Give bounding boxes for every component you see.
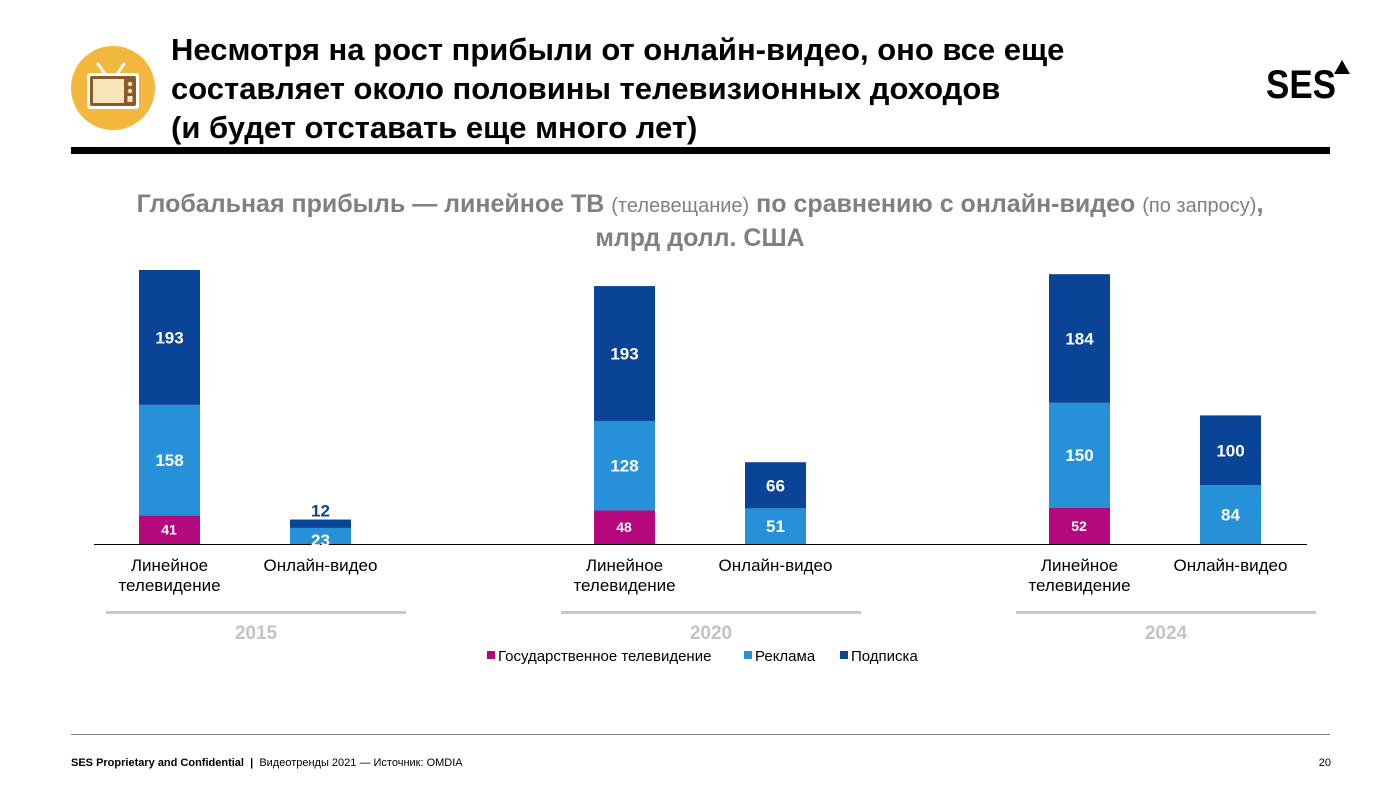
bar-2024-online-subscription — [1200, 415, 1261, 486]
legend-swatch-advertising — [744, 651, 752, 659]
chart-title-part2: по сравнению с онлайн-видео — [749, 190, 1143, 218]
chart-title-unit: млрд долл. США — [595, 224, 805, 252]
chart-title-part3: , — [1256, 190, 1264, 218]
footer: SES Proprietary and Confidential | Видео… — [71, 757, 463, 769]
legend-label-public_tv: Государственное телевидение — [498, 648, 711, 665]
ses-logo: SES — [1266, 60, 1350, 100]
bar-2024-linear-advertising — [1049, 402, 1110, 508]
bar-2020-linear-public_tv — [594, 510, 655, 544]
legend-label-advertising: Реклама — [755, 648, 816, 665]
bar-2020-linear-advertising — [594, 420, 655, 511]
data-label-2015-linear-advertising: 158 — [155, 451, 183, 470]
group-bar-2015 — [106, 611, 406, 614]
bar-2024-linear-public_tv — [1049, 507, 1110, 544]
category-label-2020-0-line2: телевидение — [573, 576, 675, 595]
bar-2024-linear-subscription — [1049, 274, 1110, 403]
data-label-2024-linear-subscription: 184 — [1065, 330, 1094, 349]
group-bar-2020 — [561, 611, 861, 614]
bar-2015-online-subscription — [290, 519, 351, 528]
category-label-2020-0-line1: Линейное — [586, 556, 663, 575]
header-rule — [71, 147, 1330, 154]
title-line-2: составляет около половины телевизионных … — [171, 71, 1001, 106]
title-line-1: Несмотря на рост прибыли от онлайн-видео… — [171, 32, 1065, 67]
data-label-2024-online-subscription: 100 — [1216, 441, 1244, 460]
category-label-2015-1: Онлайн-видео — [264, 556, 378, 575]
category-label-2015-0-line1: Линейное — [131, 556, 208, 575]
chart-title-part1: Глобальная прибыль — линейное ТВ — [136, 190, 612, 218]
data-label-2020-online-subscription: 66 — [766, 476, 785, 495]
bar-2015-linear-subscription — [139, 270, 200, 405]
group-label-2020: 2020 — [690, 623, 732, 644]
bar-2024-online-advertising — [1200, 485, 1261, 544]
chart-title-note2: (по запросу) — [1142, 195, 1257, 217]
bar-2015-online-advertising — [290, 527, 351, 544]
tv-icon — [71, 46, 155, 130]
bar-2015-linear-advertising — [139, 404, 200, 516]
category-label-2024-0-line2: телевидение — [1028, 576, 1130, 595]
bar-2020-online-subscription — [745, 462, 806, 509]
data-label-2020-linear-public_tv: 48 — [616, 519, 632, 535]
legend-swatch-public_tv — [487, 651, 495, 659]
group-label-2024: 2024 — [1145, 623, 1188, 644]
data-label-2024-online-advertising: 84 — [1221, 506, 1240, 525]
title-line-3: (и будет отставать еще много лет) — [171, 110, 698, 145]
data-label-2024-linear-advertising: 150 — [1065, 446, 1093, 465]
bar-2015-linear-public_tv — [139, 515, 200, 544]
logo-text: SES — [1266, 63, 1336, 100]
bar-2020-online-advertising — [745, 508, 806, 544]
category-label-2020-1: Онлайн-видео — [719, 556, 833, 575]
legend-label-subscription: Подписка — [851, 648, 918, 665]
group-label-2015: 2015 — [235, 623, 278, 644]
data-label-2015-online-subscription: 12 — [311, 502, 330, 521]
footer-rule — [71, 734, 1330, 735]
category-label-2015-0-line2: телевидение — [118, 576, 220, 595]
data-label-2020-linear-advertising: 128 — [610, 457, 638, 476]
data-label-2015-linear-subscription: 193 — [155, 328, 183, 347]
footer-source: Видеотренды 2021 — Источник: OMDIA — [259, 757, 463, 769]
page-number: 20 — [1318, 757, 1331, 769]
legend-swatch-subscription — [840, 651, 848, 659]
page-title: Несмотря на рост прибыли от онлайн-видео… — [171, 30, 1064, 147]
data-label-2015-online-advertising: 23 — [311, 531, 330, 550]
data-label-2020-linear-subscription: 193 — [610, 345, 638, 364]
group-bar-2024 — [1016, 611, 1316, 614]
data-label-2024-linear-public_tv: 52 — [1071, 518, 1087, 534]
data-label-2015-linear-public_tv: 41 — [161, 522, 177, 538]
category-label-2024-0-line1: Линейное — [1041, 556, 1118, 575]
category-label-2024-1: Онлайн-видео — [1174, 556, 1288, 575]
footer-confidential: SES Proprietary and Confidential — [71, 757, 244, 769]
footer-separator: | — [250, 757, 254, 769]
chart-title-note1: (телевещание) — [611, 195, 750, 217]
chart-title: Глобальная прибыль — линейное ТВ (телеве… — [80, 188, 1320, 254]
bar-2020-linear-subscription — [594, 286, 655, 421]
data-label-2020-online-advertising: 51 — [766, 517, 785, 536]
